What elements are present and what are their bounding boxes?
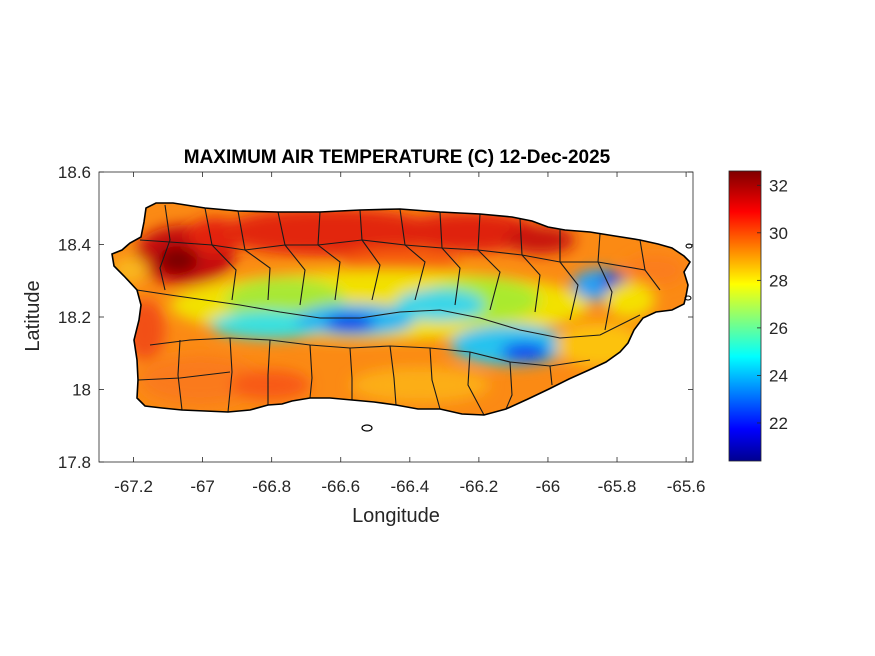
y-tick-label: 17.8 — [58, 453, 91, 472]
colorbar-tick-label: 32 — [769, 176, 788, 195]
municipality-boundaries — [136, 204, 661, 415]
x-axis-label: Longitude — [352, 505, 440, 527]
colorbar-tick-label: 24 — [769, 366, 788, 385]
colorbar — [728, 170, 762, 462]
y-tick-label: 18.6 — [58, 163, 91, 182]
x-tick-label: -66.4 — [390, 477, 429, 496]
y-axis-ticks: 17.8 18 18.2 18.4 18.6 — [58, 163, 693, 472]
chart-title: MAXIMUM AIR TEMPERATURE (C) 12-Dec-2025 — [184, 147, 611, 168]
colorbar-tick-label: 28 — [769, 271, 788, 290]
y-tick-label: 18.4 — [58, 236, 91, 255]
islet — [684, 295, 692, 301]
colorbar-tick-label: 22 — [769, 414, 788, 433]
temperature-field — [112, 203, 690, 415]
y-axis-label: Latitude — [22, 280, 44, 351]
x-tick-label: -66 — [536, 477, 561, 496]
colorbar-tick-label: 30 — [769, 224, 788, 243]
x-tick-label: -67 — [190, 477, 215, 496]
x-tick-label: -65.6 — [667, 477, 706, 496]
x-tick-label: -66.6 — [321, 477, 360, 496]
x-tick-label: -66.2 — [460, 477, 499, 496]
x-axis-ticks: -67.2 -67 -66.8 -66.6 -66.4 -66.2 -66 -65.8 -65.… — [114, 172, 705, 496]
y-tick-label: 18 — [72, 381, 91, 400]
y-tick-label: 18.2 — [58, 308, 91, 327]
islet — [361, 424, 373, 432]
islet — [685, 243, 693, 249]
x-tick-label: -65.8 — [598, 477, 637, 496]
colorbar-ticks: 22 24 26 28 30 32 — [757, 176, 788, 433]
x-tick-label: -67.2 — [114, 477, 153, 496]
colorbar-tick-label: 26 — [769, 319, 788, 338]
x-tick-label: -66.8 — [252, 477, 291, 496]
